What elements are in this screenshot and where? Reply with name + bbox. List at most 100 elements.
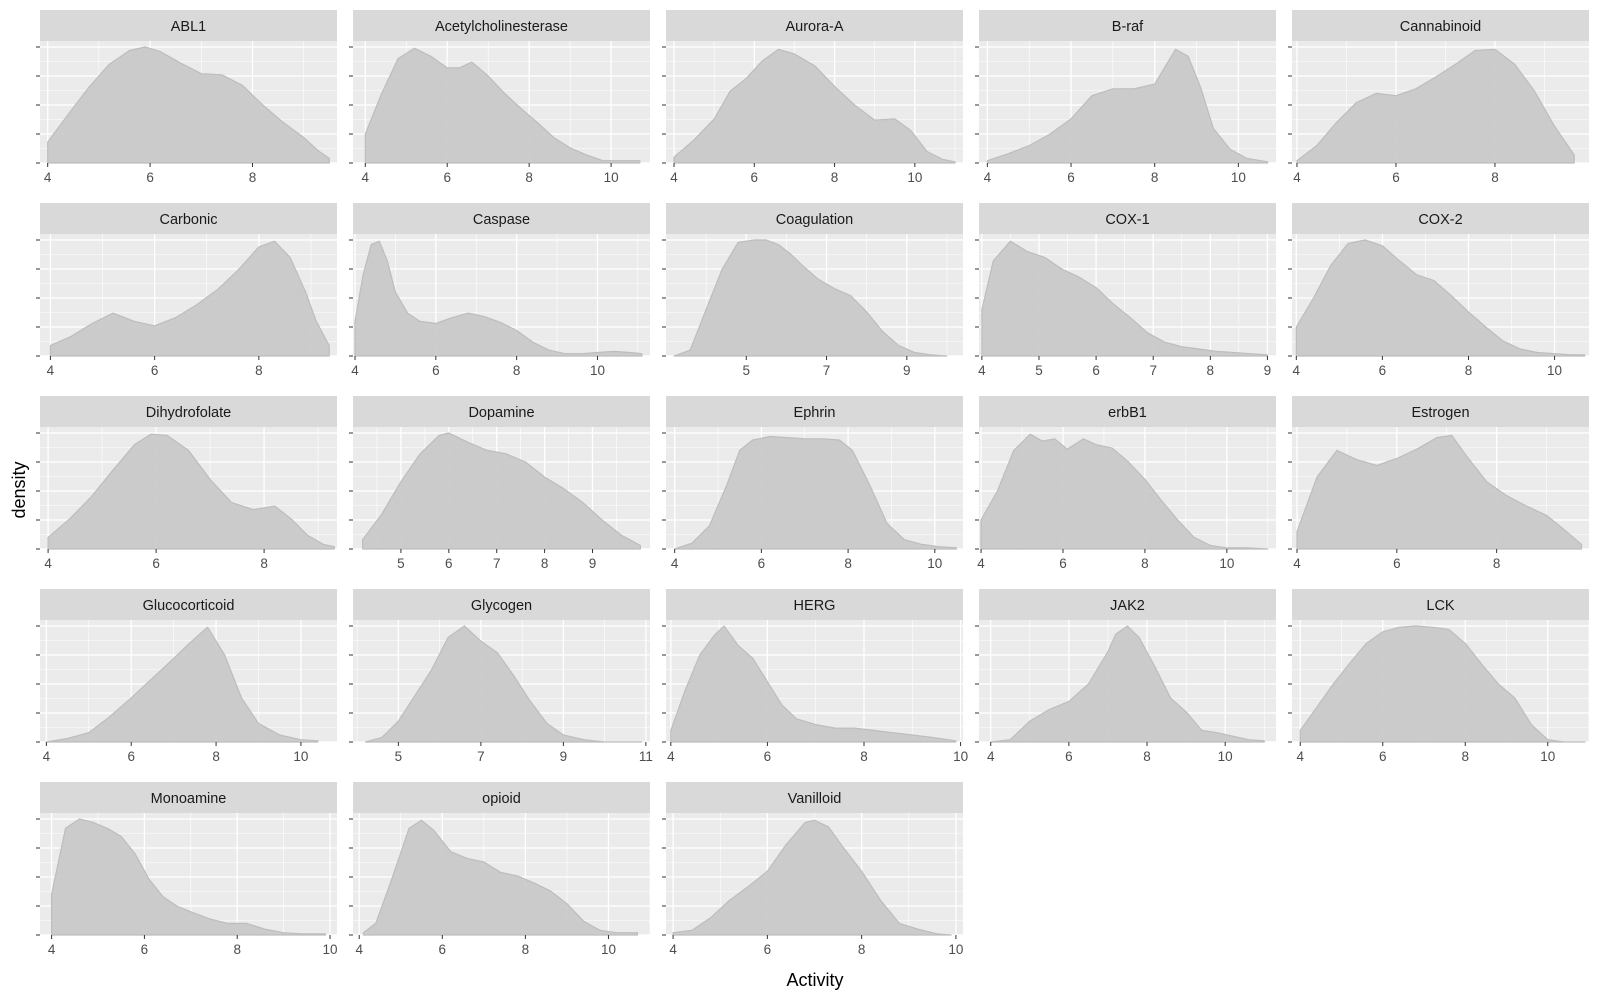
facet-ephrin: Ephrin 4 6 8 10 [662,396,963,571]
density-area [45,626,319,743]
facet-strip [40,589,337,620]
x-tick-label: 10 [1547,363,1562,378]
x-tick-label: 6 [1067,170,1075,185]
facet-title: Estrogen [1411,405,1469,421]
x-tick-label: 8 [212,749,220,764]
x-tick-label: 9 [589,556,597,571]
facet-title: Glucocorticoid [143,598,235,614]
x-tick-label: 6 [1379,749,1387,764]
x-tick-label: 10 [1231,170,1246,185]
density-area [1299,625,1586,743]
facet-strip [979,203,1276,234]
facet-title: Dopamine [468,405,534,421]
x-tick-label: 8 [860,749,868,764]
facet-title: COX-1 [1105,212,1149,228]
facet-estrogen: Estrogen 4 6 8 [1288,396,1589,571]
facet-title: Carbonic [159,212,217,228]
x-tick-label: 8 [255,363,263,378]
density-area [1296,434,1583,550]
x-tick-label: 8 [1141,556,1149,571]
density-area [47,433,335,550]
density-area [51,818,326,936]
x-tick-label: 4 [43,749,51,764]
x-tick-label: 8 [260,556,268,571]
x-tick-label: 10 [948,942,963,957]
facet-title: Aurora-A [785,19,843,35]
facet-abl1: ABL1 4 6 8 [36,10,337,185]
x-tick-label: 10 [1219,556,1234,571]
facet-glycogen: Glycogen 5 7 9 11 [349,589,653,764]
x-tick-label: 6 [151,363,159,378]
x-tick-label: 4 [987,749,995,764]
x-tick-label: 8 [525,170,533,185]
facet-monoamine: Monoamine 4 6 8 10 [36,782,338,957]
facet-title: Monoamine [151,791,227,807]
x-tick-label: 4 [670,170,678,185]
x-tick-label: 10 [907,170,922,185]
x-tick-label: 10 [604,170,619,185]
x-tick-label: 6 [432,363,440,378]
x-tick-label: 6 [1092,363,1100,378]
facet-title: HERG [794,598,836,614]
facet-glucocorticoid: Glucocorticoid 4 6 8 10 [36,589,337,764]
x-tick-label: 7 [477,749,485,764]
x-tick-label: 8 [1151,170,1159,185]
x-tick-label: 9 [560,749,568,764]
facet-strip [666,782,963,813]
x-tick-label: 6 [439,942,447,957]
facet-title: Ephrin [794,405,836,421]
density-area [670,625,957,743]
x-tick-label: 10 [1540,749,1555,764]
facet-title: Glycogen [471,598,532,614]
x-tick-label: 4 [667,749,675,764]
facet-title: COX-2 [1418,212,1462,228]
density-area [674,435,958,550]
facet-title: Dihydrofolate [146,405,231,421]
x-tick-label: 4 [362,170,370,185]
facet-herg: HERG 4 6 8 10 [662,589,968,764]
facet-title: erbB1 [1108,405,1147,421]
x-tick-label: 9 [1264,363,1272,378]
x-tick-label: 4 [48,942,56,957]
facet-lck: LCK 4 6 8 10 [1288,589,1590,764]
facet-title: Vanilloid [788,791,842,807]
facet-title: B-raf [1112,19,1144,35]
x-tick-label: 6 [764,749,772,764]
facet-cannabinoid: Cannabinoid 4 6 8 [1288,10,1589,185]
y-axis-title: density [9,461,29,518]
density-area [1296,48,1575,164]
facet-jak2: JAK2 4 6 8 10 [975,589,1276,764]
facet-title: LCK [1426,598,1455,614]
x-tick-label: 6 [1065,749,1073,764]
facet-strip [353,782,650,813]
density-area [47,46,330,164]
x-tick-label: 8 [1461,749,1469,764]
density-area [364,625,643,743]
x-tick-label: 6 [127,749,135,764]
x-tick-label: 6 [1379,363,1387,378]
x-tick-label: 8 [249,170,257,185]
facet-title: Caspase [473,212,530,228]
facet-strip [353,589,650,620]
x-tick-label: 8 [522,942,530,957]
density-area [672,819,952,936]
facet-strip [1292,589,1589,620]
x-tick-label: 8 [1207,363,1215,378]
facet-acetylcholinesterase: Acetylcholinesterase 4 6 8 10 [349,10,650,185]
facet-strip [666,203,963,234]
x-tick-label: 11 [639,749,653,764]
density-area [362,819,639,936]
x-tick-label: 8 [858,942,866,957]
facet-title: opioid [482,791,521,807]
facet-strip [666,10,963,41]
facet-aurora-a: Aurora-A 4 6 8 10 [662,10,963,185]
facet-coagulation: Coagulation 5 7 9 [662,203,963,378]
facet-strip [353,10,650,41]
density-area [990,625,1265,743]
density-area [986,48,1269,164]
x-tick-label: 4 [669,942,677,957]
x-tick-label: 5 [743,363,751,378]
facet-strip [979,396,1276,427]
x-tick-label: 6 [1059,556,1067,571]
x-tick-label: 6 [1392,170,1400,185]
